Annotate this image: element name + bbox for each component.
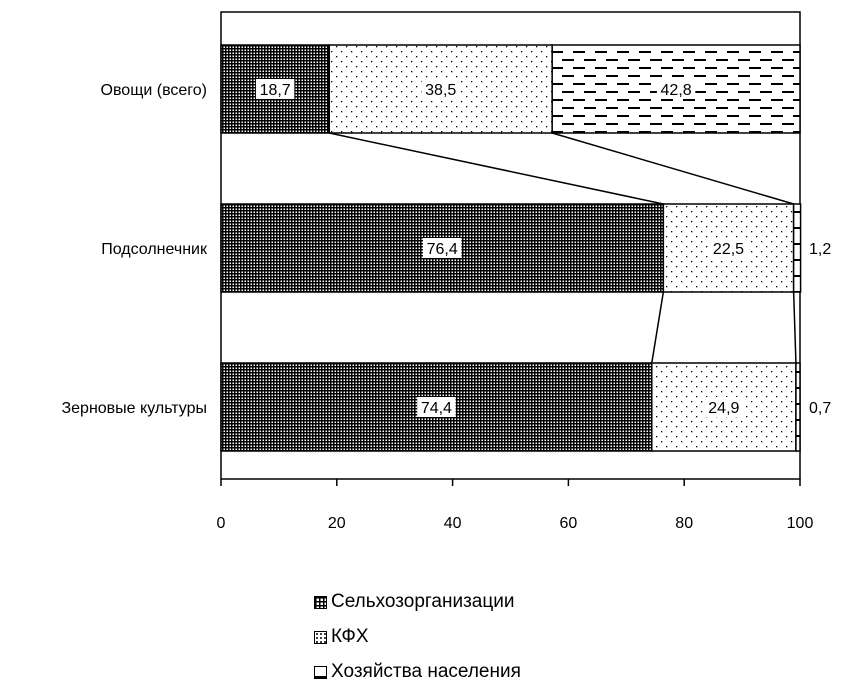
data-label: 1,2 (809, 241, 831, 258)
category-label: Подсолнечник (101, 241, 208, 258)
data-label-background (656, 79, 696, 99)
data-label: 38,5 (425, 82, 456, 99)
data-label-background (709, 238, 748, 258)
data-label: 18,7 (260, 82, 291, 99)
bar-segment (220, 44, 331, 134)
data-label-background (417, 397, 456, 417)
x-tick-label: 100 (787, 515, 814, 532)
data-label-background (704, 397, 744, 417)
bar-segment (792, 203, 802, 293)
series-line (792, 291, 797, 364)
chart: 18,7 38,5 42,8 76,4 22,5 1,2 74,4 24,9 0,7 Овощи … (61, 11, 831, 532)
category-label: Зерновые культуры (61, 400, 207, 417)
x-tick-label: 20 (328, 515, 346, 532)
series-line (651, 291, 665, 364)
data-label: 0,7 (809, 400, 831, 417)
series-line (329, 132, 664, 205)
data-label: 22,5 (713, 241, 744, 258)
x-tick-label: 80 (675, 515, 693, 532)
legend-item: Сельхозорганизации (314, 591, 521, 612)
legend-swatch (314, 630, 327, 644)
data-label-background (255, 79, 295, 99)
data-label: 24,9 (708, 400, 739, 417)
data-label-background (421, 79, 460, 99)
bar-segment (795, 362, 801, 452)
legend-label: КФХ (331, 626, 369, 647)
legend: Сельхозорганизации КФХ Хозяйства населения (314, 591, 521, 697)
data-label: 76,4 (427, 241, 458, 258)
data-label: 42,8 (661, 82, 692, 99)
legend-item: Хозяйства населения (314, 661, 521, 682)
legend-swatch (314, 665, 327, 679)
legend-item: КФХ (314, 626, 521, 647)
legend-swatch (314, 595, 327, 609)
data-label: 74,4 (421, 400, 452, 417)
series-line (551, 132, 794, 205)
category-label: Овощи (всего) (101, 82, 207, 99)
data-label-background (422, 238, 462, 258)
legend-label: Хозяйства населения (331, 661, 521, 682)
x-tick-label: 60 (560, 515, 578, 532)
x-tick-label: 0 (217, 515, 226, 532)
x-tick-label: 40 (444, 515, 462, 532)
legend-label: Сельхозорганизации (331, 591, 515, 612)
plot-area: 18,7 38,5 42,8 76,4 22,5 1,2 74,4 24,9 0,7 Овощи … (61, 11, 831, 532)
